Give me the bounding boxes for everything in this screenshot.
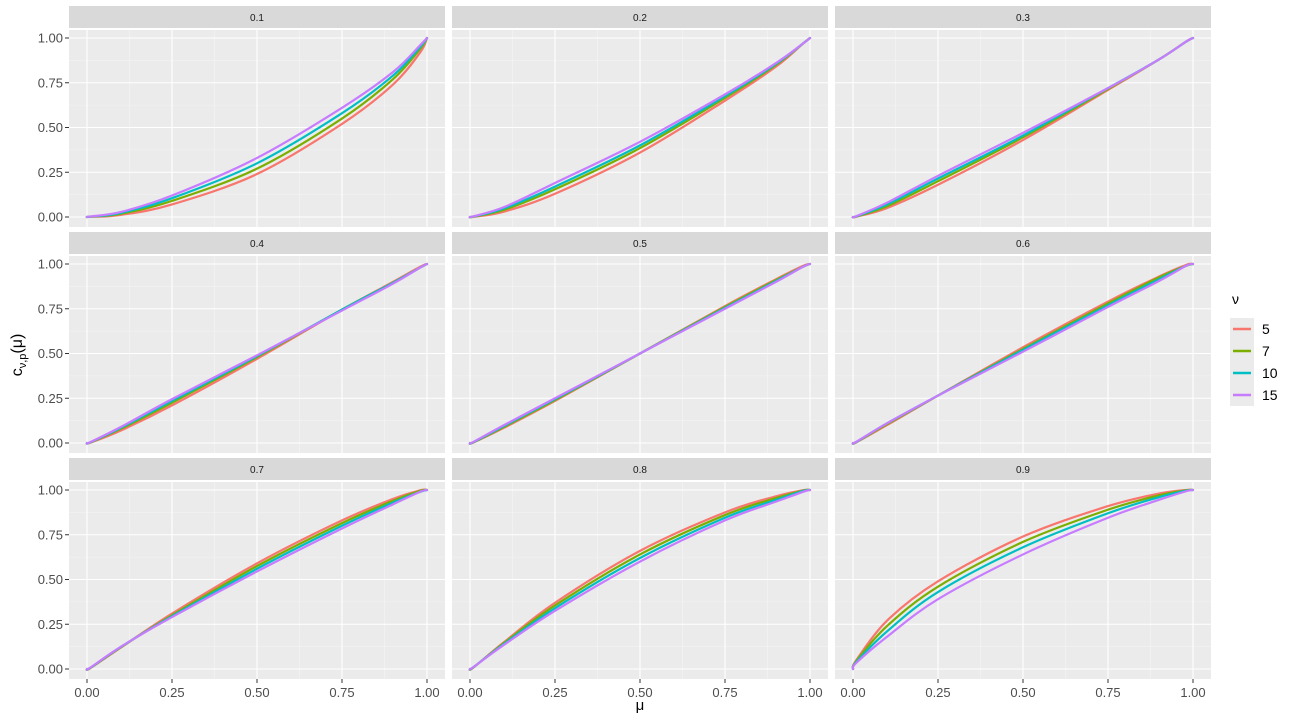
x-tick-label: 0.25: [542, 685, 567, 700]
legend-label: 15: [1262, 387, 1278, 403]
y-axis-label: cν,p(μ): [9, 334, 29, 377]
x-tick-label: 0.00: [457, 685, 482, 700]
x-tick-label: 1.00: [414, 685, 439, 700]
facet-panel-0.4: 0.4 0.00 0.25 0.50 0.75 1.00: [38, 232, 445, 453]
legend-label: 5: [1262, 321, 1270, 337]
facet-panel-0.3: 0.3: [835, 6, 1211, 227]
facet-strip: [452, 458, 828, 480]
series-line-nu-10: [851, 488, 1195, 671]
facet-strip: [69, 6, 445, 28]
x-tick-label: 0.75: [329, 685, 354, 700]
y-axis-label-suffix: (μ): [9, 334, 26, 354]
legend: ν 5 7 10 15: [1230, 291, 1278, 406]
y-tick-label: 0.75: [38, 527, 63, 542]
y-tick-label: 0.00: [38, 436, 63, 451]
facet-panel-0.7: 0.7 0.00 0.25 0.50 0.75 1.00 0.00 0.25 0.50 0.75 1…: [38, 458, 445, 700]
y-tick-label: 1.00: [38, 483, 63, 498]
facet-panel-0.6: 0.6: [835, 232, 1211, 453]
facet-strip-label: 0.1: [250, 13, 264, 24]
y-axis-label-main: c: [9, 368, 26, 376]
series-line-nu-15: [85, 262, 429, 445]
x-tick-label: 0.50: [1010, 685, 1035, 700]
facet-strip-label: 0.9: [1016, 465, 1030, 476]
legend-item-5: 5: [1230, 318, 1270, 340]
x-tick-label: 0.75: [712, 685, 737, 700]
x-tick-label: 1.00: [1180, 685, 1205, 700]
facet-strip: [835, 6, 1211, 28]
legend-item-10: 10: [1230, 362, 1278, 384]
facet-strip: [452, 6, 828, 28]
x-tick-label: 0.00: [840, 685, 865, 700]
facet-strip-label: 0.5: [633, 239, 647, 250]
y-tick-label: 0.50: [38, 572, 63, 587]
legend-label: 7: [1262, 343, 1270, 359]
series-line-nu-15: [851, 36, 1195, 219]
x-tick-label: 0.25: [159, 685, 184, 700]
facet-panel-0.2: 0.2: [452, 6, 828, 227]
facet-strip: [835, 458, 1211, 480]
x-tick-label: 0.00: [74, 685, 99, 700]
y-tick-label: 1.00: [38, 257, 63, 272]
facet-panel-0.1: 0.1 0.00 0.25 0.50 0.75 1.00: [38, 6, 445, 227]
y-tick-label: 0.00: [38, 210, 63, 225]
series-line-nu-15: [468, 36, 812, 219]
y-tick-label: 0.75: [38, 301, 63, 316]
y-tick-label: 0.25: [38, 617, 63, 632]
x-axis-label: μ: [636, 697, 645, 714]
facet-strip-label: 0.4: [250, 239, 264, 250]
x-tick-label: 0.25: [925, 685, 950, 700]
y-tick-label: 0.00: [38, 662, 63, 677]
y-tick-label: 0.50: [38, 120, 63, 135]
facet-strip: [69, 458, 445, 480]
axis-titles: μ cν,p(μ): [9, 334, 644, 714]
legend-title: ν: [1232, 291, 1239, 307]
facet-strip-label: 0.8: [633, 465, 647, 476]
legend-label: 10: [1262, 365, 1278, 381]
y-axis-label-subscript: ν,p: [17, 354, 29, 369]
legend-item-7: 7: [1230, 340, 1270, 362]
x-tick-label: 0.50: [627, 685, 652, 700]
facet-strip-label: 0.3: [1016, 13, 1030, 24]
facet-panel-0.9: 0.9 0.00 0.25 0.50 0.75 1.00: [835, 458, 1211, 700]
series-line-nu-15: [851, 262, 1195, 445]
y-tick-label: 0.50: [38, 346, 63, 361]
facet-panel-0.5: 0.5: [452, 232, 828, 453]
series-line-nu-15: [85, 36, 429, 219]
facet-strip-label: 0.7: [250, 465, 264, 476]
y-tick-label: 1.00: [38, 31, 63, 46]
facet-strip-label: 0.6: [1016, 239, 1030, 250]
facet-panel-0.8: 0.8 0.00 0.25 0.50 0.75 1.00: [452, 458, 828, 700]
facet-strip: [835, 232, 1211, 254]
facet-strip: [69, 232, 445, 254]
y-tick-label: 0.75: [38, 75, 63, 90]
facet-panels: 0.1 0.00 0.25 0.50 0.75 1.00 0.2 0.3 0.4 0.00 0.25…: [38, 6, 1211, 700]
facet-strip: [452, 232, 828, 254]
series-line-nu-15: [851, 488, 1195, 671]
series-line-nu-15: [468, 262, 812, 445]
x-tick-label: 0.50: [244, 685, 269, 700]
series-line-nu-15: [85, 488, 429, 671]
y-tick-label: 0.25: [38, 165, 63, 180]
series-line-nu-15: [468, 488, 812, 671]
legend-keys: 5 7 10 15: [1230, 318, 1278, 406]
x-tick-label: 0.75: [1095, 685, 1120, 700]
x-tick-label: 1.00: [797, 685, 822, 700]
legend-item-15: 15: [1230, 384, 1278, 406]
y-tick-label: 0.25: [38, 391, 63, 406]
facet-strip-label: 0.2: [633, 13, 647, 24]
